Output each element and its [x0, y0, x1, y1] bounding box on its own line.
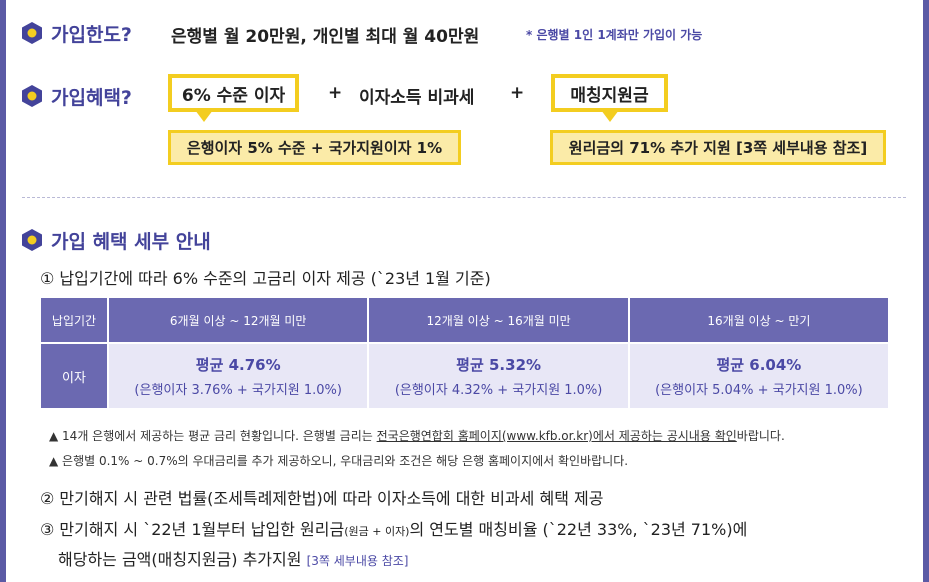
detail-heading: 가입 혜택 세부 안내 [51, 231, 211, 253]
rate-breakdown: (은행이자 5.04% + 국가지원 1.0%) [655, 383, 863, 398]
pointer-arrow-icon [195, 110, 213, 122]
left-frame-border [0, 0, 6, 582]
kfb-disclosure-link[interactable]: 전국은행연합회 홈페이지(www.kfb.or.kr)에서 제공하는 공시내용 … [376, 429, 737, 443]
section-divider [22, 197, 906, 198]
detail-item-3-line2-text: 해당하는 금액(매칭지원금) 추가지원 [58, 550, 302, 569]
detail-item-3-small: (원금 + 이자) [344, 525, 410, 538]
rate-average: 평균 4.76% [195, 356, 281, 374]
table-header-label: 납입기간 [41, 298, 109, 343]
table-row: 이자 평균 4.76% (은행이자 3.76% + 국가지원 1.0%) 평균 … [41, 342, 888, 408]
plus-sign: + [510, 83, 525, 103]
limit-text: 은행별 월 20만원, 개인별 최대 월 40만원 [171, 27, 480, 47]
detail-item-3: ③ 만기해지 시 `22년 1월부터 납입한 원리금(원금 + 이자)의 연도별… [40, 516, 747, 540]
table-row-label: 이자 [41, 342, 109, 408]
table-header-row: 납입기간 6개월 이상 ~ 12개월 미만 12개월 이상 ~ 16개월 미만 … [41, 298, 888, 343]
limit-note: * 은행별 1인 1계좌만 가입이 가능 [526, 28, 703, 42]
interest-rate-table: 납입기간 6개월 이상 ~ 12개월 미만 12개월 이상 ~ 16개월 미만 … [41, 298, 888, 408]
benefit-matching-box: 매칭지원금 [551, 74, 668, 112]
rate-breakdown: (은행이자 3.76% + 국가지원 1.0%) [134, 383, 342, 398]
rate-average: 평균 5.32% [456, 356, 542, 374]
hexagon-bullet-icon [22, 22, 42, 44]
right-frame-border [923, 0, 929, 582]
plus-sign: + [328, 83, 343, 103]
hexagon-bullet-icon [22, 229, 42, 251]
pointer-arrow-icon [601, 110, 619, 122]
rate-note-1-end: 바랍니다. [736, 429, 785, 443]
benefit-interest-box: 6% 수준 이자 [168, 74, 299, 112]
rate-average: 평균 6.04% [716, 356, 802, 374]
rate-note-1: ▲ 14개 은행에서 제공하는 평균 금리 현황입니다. 은행별 금리는 전국은… [49, 427, 785, 444]
rate-note-1-text: ▲ 14개 은행에서 제공하는 평균 금리 현황입니다. 은행별 금리는 [49, 429, 377, 443]
table-cell: 평균 6.04% (은행이자 5.04% + 국가지원 1.0%) [628, 342, 888, 408]
page-reference: [3쪽 세부내용 참조] [306, 554, 409, 568]
benefit-heading: 가입혜택? [51, 87, 132, 109]
benefit-matching-detail-pill: 원리금의 71% 추가 지원 [3쪽 세부내용 참조] [550, 130, 886, 165]
table-column-header: 6개월 이상 ~ 12개월 미만 [108, 298, 370, 343]
rate-breakdown: (은행이자 4.32% + 국가지원 1.0%) [394, 383, 603, 398]
detail-item-1: ① 납입기간에 따라 6% 수준의 고금리 이자 제공 (`23년 1월 기준) [40, 269, 491, 288]
benefit-taxfree-text: 이자소득 비과세 [359, 88, 475, 108]
detail-item-2: ② 만기해지 시 관련 법률(조세특례제한법)에 따라 이자소득에 대한 비과세… [40, 489, 604, 508]
table-column-header: 16개월 이상 ~ 만기 [628, 298, 888, 343]
table-cell: 평균 5.32% (은행이자 4.32% + 국가지원 1.0%) [368, 342, 630, 408]
limit-heading: 가입한도? [51, 24, 132, 46]
detail-item-3-text: ③ 만기해지 시 `22년 1월부터 납입한 원리금 [40, 520, 345, 539]
table-cell: 평균 4.76% (은행이자 3.76% + 국가지원 1.0%) [108, 342, 370, 408]
detail-item-3-line2: 해당하는 금액(매칭지원금) 추가지원 [3쪽 세부내용 참조] [58, 546, 408, 570]
benefit-interest-detail-pill: 은행이자 5% 수준 + 국가지원이자 1% [168, 130, 461, 165]
hexagon-bullet-icon [22, 85, 42, 107]
detail-item-3-text-b: 의 연도별 매칭비율 (`22년 33%, `23년 71%)에 [409, 520, 748, 539]
table-column-header: 12개월 이상 ~ 16개월 미만 [368, 298, 630, 343]
rate-note-2: ▲ 은행별 0.1% ~ 0.7%의 우대금리를 추가 제공하오니, 우대금리와… [49, 454, 629, 468]
